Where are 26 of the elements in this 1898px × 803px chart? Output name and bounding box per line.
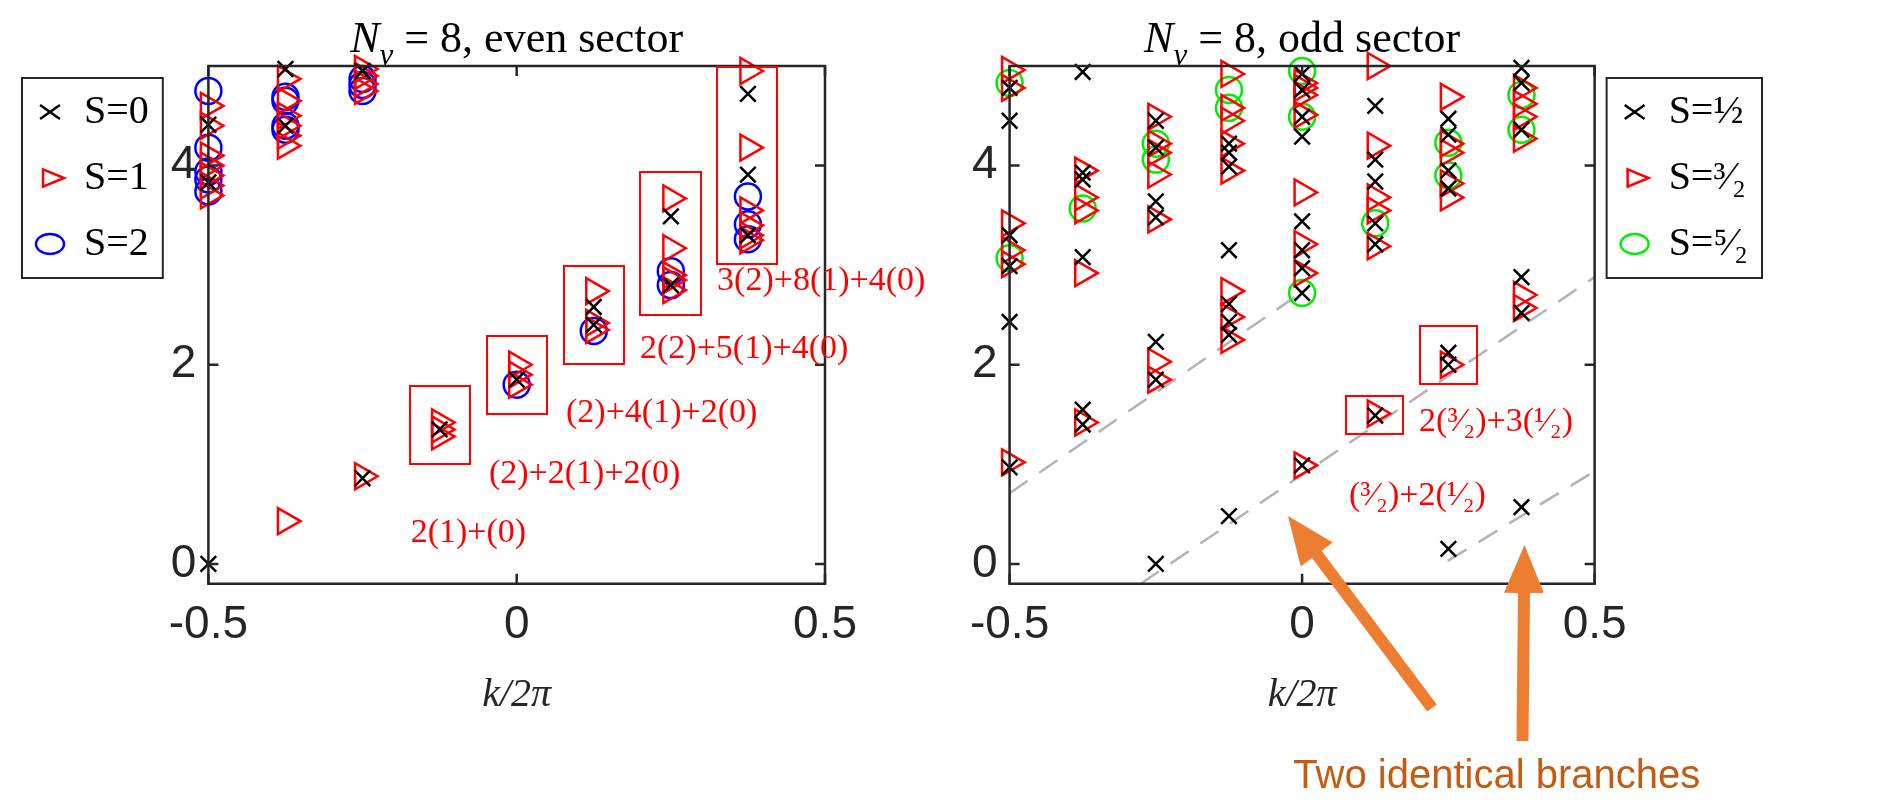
x-axis-title: k/2π — [1267, 669, 1338, 715]
x-tick-label: 0 — [503, 596, 530, 649]
annotation: (2)+2(1)+2(0) — [488, 453, 681, 492]
x-tick-label: 0 — [1289, 596, 1315, 649]
legend-label: S=½ — [1668, 86, 1744, 132]
legend-label: S=⁵⁄₂ — [1668, 218, 1748, 264]
y-tick-label: 2 — [170, 335, 197, 388]
annotation: (2)+4(1)+2(0) — [566, 392, 758, 431]
legend-label: S=1 — [84, 152, 149, 198]
legend-label: S=2 — [84, 218, 149, 264]
legend-label: S=³⁄₂ — [1668, 152, 1747, 198]
y-tick-label: 2 — [971, 335, 998, 388]
y-tick-label: 0 — [971, 534, 998, 587]
annotation: (³⁄₂)+2(¹⁄₂) — [1348, 475, 1486, 514]
annotation: 2(1)+(0) — [410, 511, 527, 550]
x-tick-label: -0.5 — [168, 596, 249, 649]
legend-label: S=0 — [84, 86, 149, 132]
y-tick-label: 4 — [971, 136, 998, 189]
x-axis-title: k/2π — [482, 669, 553, 715]
y-tick-label: 0 — [170, 534, 197, 587]
x-tick-label: 0.5 — [1562, 596, 1627, 649]
x-tick-label: -0.5 — [969, 596, 1050, 649]
x-tick-label: 0.5 — [793, 596, 857, 649]
annotation: 2(³⁄₂)+3(¹⁄₂) — [1419, 401, 1574, 440]
y-tick-label: 4 — [170, 136, 197, 189]
text: Two identical branches — [1293, 752, 1701, 797]
